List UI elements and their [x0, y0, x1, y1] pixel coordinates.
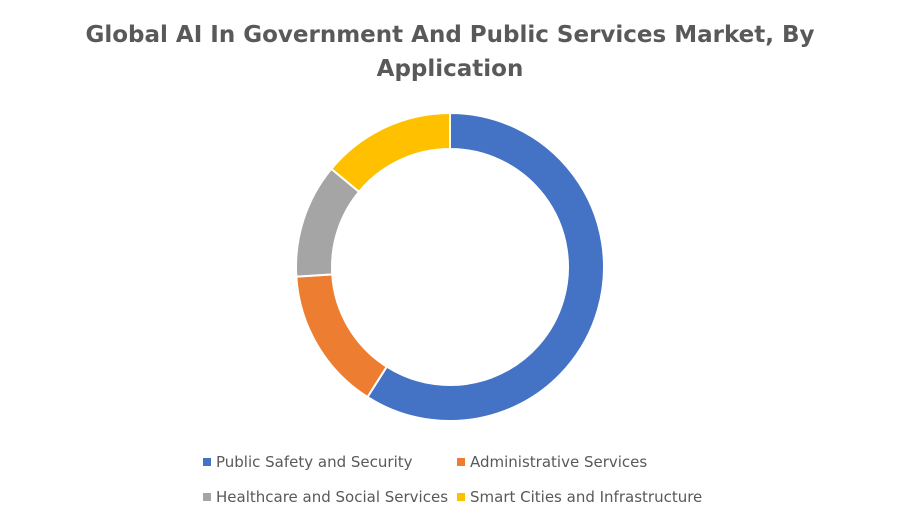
donut-slice-administrative	[295, 273, 389, 399]
legend-item-public-safety: Public Safety and Security	[203, 453, 413, 471]
legend-swatch-healthcare	[203, 493, 211, 501]
donut-slice-public-safety	[366, 111, 605, 422]
chart-title-line-1: Global AI In Government And Public Servi…	[85, 22, 815, 48]
legend-label-public-safety: Public Safety and Security	[216, 453, 413, 471]
legend-label-administrative: Administrative Services	[470, 453, 648, 471]
legend-label-smart-cities: Smart Cities and Infrastructure	[470, 488, 703, 506]
donut-slice-smart-cities	[329, 111, 451, 194]
chart-title-line-2: Application	[376, 56, 524, 82]
legend-item-healthcare: Healthcare and Social Services	[203, 488, 448, 506]
legend-item-smart-cities: Smart Cities and Infrastructure	[457, 488, 702, 506]
legend-item-administrative: Administrative Services	[457, 453, 647, 471]
legend-label-healthcare: Healthcare and Social Services	[216, 488, 449, 506]
legend-swatch-public-safety	[203, 458, 211, 466]
chart-title: Global AI In Government And Public Servi…	[0, 18, 900, 86]
legend-swatch-administrative	[457, 458, 465, 466]
legend-swatch-smart-cities	[457, 493, 465, 501]
